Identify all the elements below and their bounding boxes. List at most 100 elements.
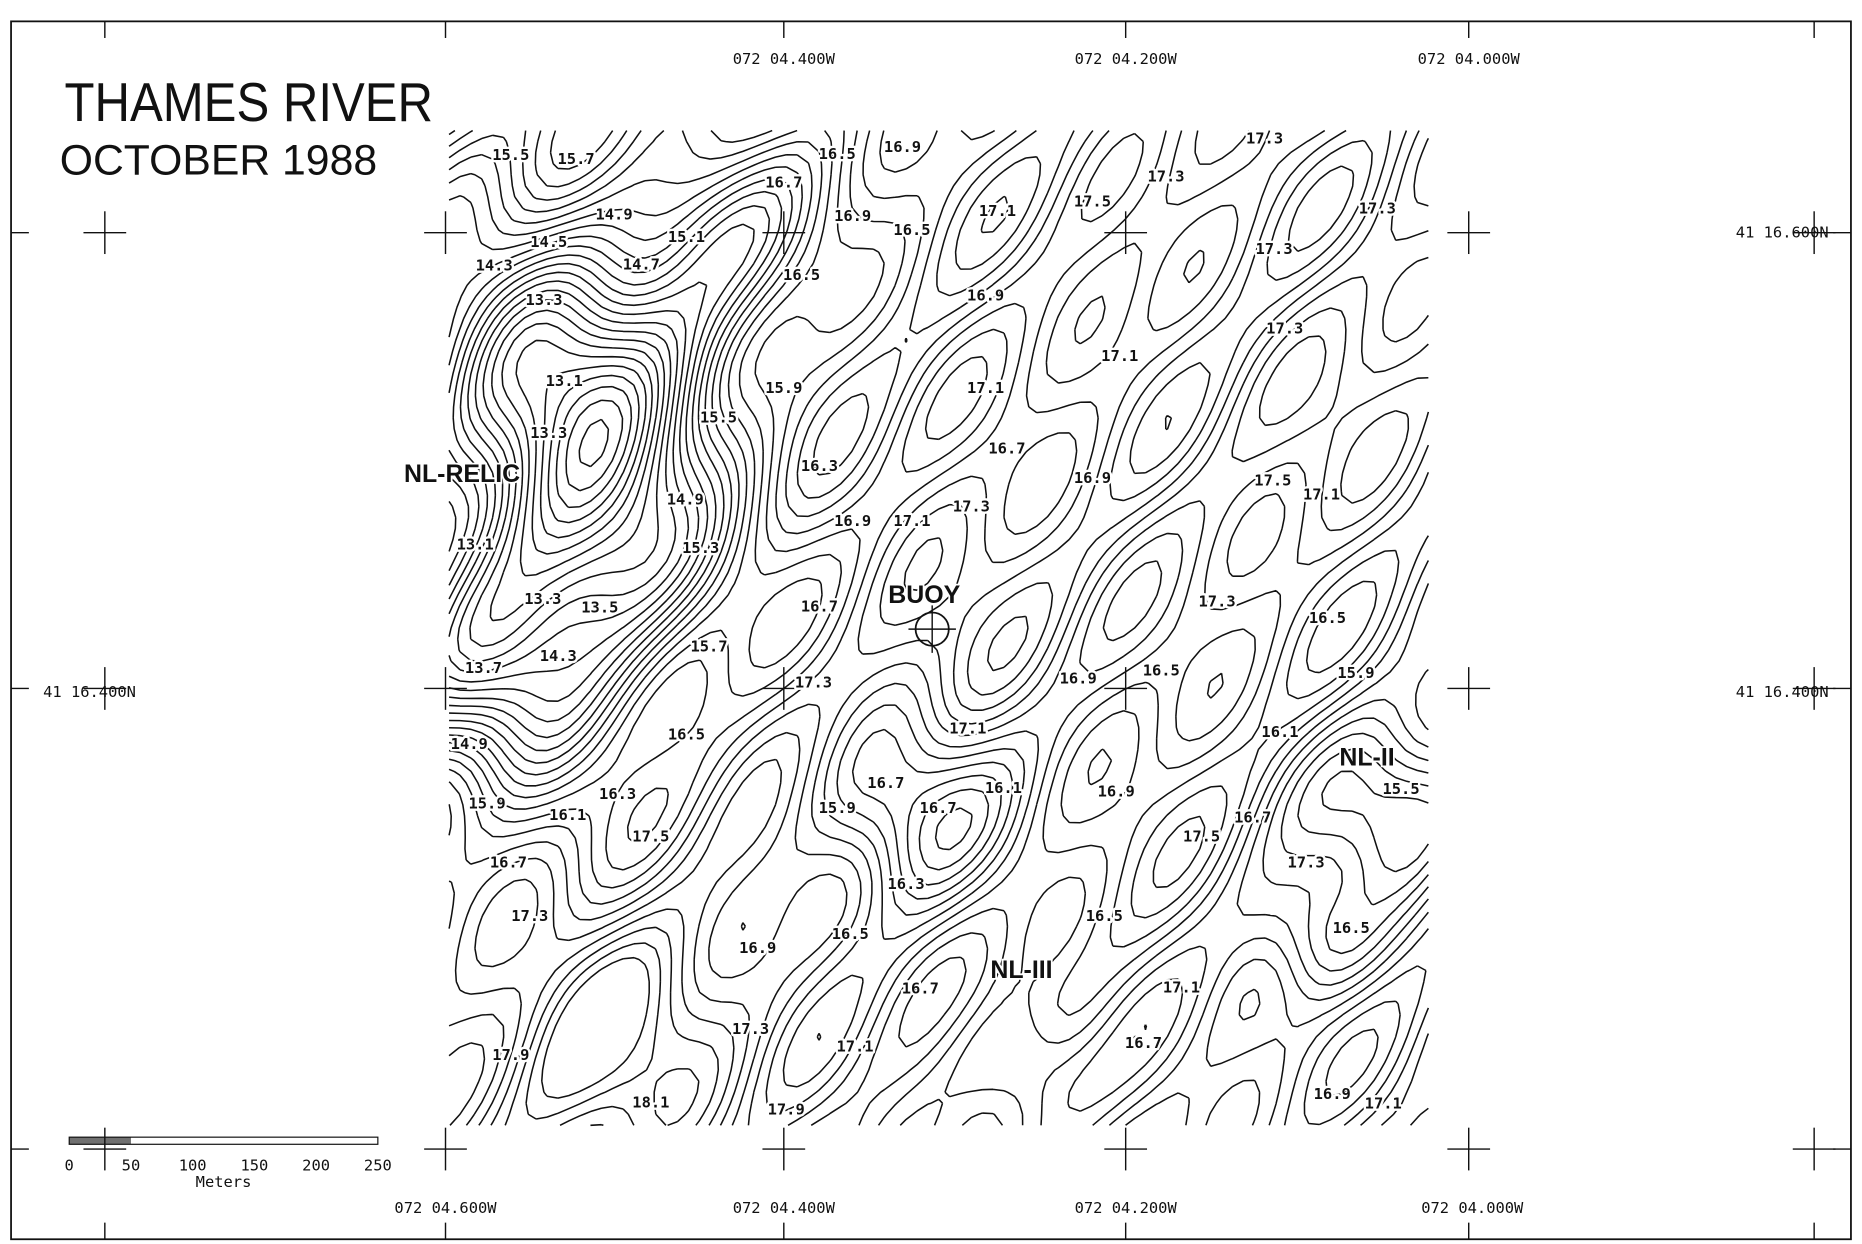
contour-label: 16.7 <box>1234 809 1271 827</box>
contour-label: 17.1 <box>1163 978 1200 996</box>
contour-label: 17.5 <box>632 828 669 846</box>
contour-label: 16.5 <box>819 145 856 163</box>
contour-label: 16.7 <box>902 980 939 998</box>
contour-label: 16.3 <box>801 457 838 475</box>
contour-label: 16.9 <box>739 939 776 957</box>
contour-label: 16.9 <box>967 286 1004 304</box>
contour-label: 16.1 <box>549 806 586 824</box>
contour-label: 16.7 <box>490 854 527 872</box>
scale-tick: 100 <box>179 1156 207 1174</box>
contour-label: 17.3 <box>1147 168 1184 186</box>
contour-label: 17.1 <box>1101 347 1138 365</box>
longitude-label: 072 04.600W <box>394 1199 497 1217</box>
contour-label: 17.3 <box>511 907 548 925</box>
contour-label: 18.1 <box>632 1093 669 1111</box>
contour-label: 17.5 <box>1254 471 1291 489</box>
scale-tick: 150 <box>240 1156 268 1174</box>
contour-label: 16.7 <box>920 799 957 817</box>
contour-label: 17.3 <box>795 673 832 691</box>
longitude-label: 072 04.000W <box>1421 1199 1524 1217</box>
contour-label: 14.5 <box>530 233 567 251</box>
latitude-label: 41 16.400N <box>43 683 136 701</box>
contour-label: 13.1 <box>546 372 583 390</box>
contour-label: 17.1 <box>979 202 1016 220</box>
contour-label: 17.9 <box>768 1101 805 1119</box>
contour-label: 17.1 <box>967 379 1004 397</box>
contour-label: 16.7 <box>801 597 838 615</box>
contour-label: 17.1 <box>1303 486 1340 504</box>
scale-tick: 200 <box>302 1156 330 1174</box>
contour-label: 13.3 <box>530 424 567 442</box>
contour-label: 15.9 <box>468 794 505 812</box>
contour-label: 17.3 <box>1255 240 1292 258</box>
latitude-label: 41 16.600N <box>1736 223 1829 241</box>
contour-label: 15.7 <box>690 638 727 656</box>
contour-label: 16.9 <box>1098 782 1135 800</box>
contour-label: 17.3 <box>1288 854 1325 872</box>
contour-label: 16.9 <box>834 207 871 225</box>
contour-label: 14.9 <box>595 206 632 224</box>
longitude-label: 072 04.400W <box>733 50 836 68</box>
longitude-label: 072 04.200W <box>1075 50 1178 68</box>
contour-label: 16.5 <box>668 726 705 744</box>
contour-label: 15.5 <box>1382 780 1419 798</box>
contour-label: 16.5 <box>1143 661 1180 679</box>
map: THAMES RIVER OCTOBER 1988 072 04.400W 07… <box>0 0 1862 1244</box>
contour-label: 15.5 <box>700 409 737 427</box>
contour-label: 15.9 <box>819 799 856 817</box>
contour-label: 16.9 <box>1314 1085 1351 1103</box>
contour-label: 17.3 <box>1266 320 1303 338</box>
scale-tick: 50 <box>122 1156 141 1174</box>
map-title: THAMES RIVER <box>64 73 433 134</box>
contour-label: 16.3 <box>599 785 636 803</box>
contour-label: 17.3 <box>1359 200 1396 218</box>
contour-label: 16.5 <box>1086 907 1123 925</box>
contour-label: 16.7 <box>765 174 802 192</box>
contour-label: 16.1 <box>1261 723 1298 741</box>
contour-label: 14.3 <box>476 257 513 275</box>
contour-label: 15.9 <box>1337 664 1374 682</box>
place-label: NL-II <box>1339 744 1394 772</box>
contour-label: 16.7 <box>1125 1034 1162 1052</box>
contour-label: 17.5 <box>1183 828 1220 846</box>
contour-label: 17.3 <box>732 1020 769 1038</box>
background <box>0 0 1861 1244</box>
contour-label: 13.1 <box>457 536 494 554</box>
contour-label: 13.3 <box>524 590 561 608</box>
contour-label: 16.9 <box>834 512 871 530</box>
place-label: BUOY <box>888 581 960 609</box>
contour-label: 17.1 <box>949 720 986 738</box>
contour-label: 17.5 <box>1074 193 1111 211</box>
contour-label: 13.7 <box>465 659 502 677</box>
contour-label: 17.1 <box>836 1038 873 1056</box>
contour-label: 14.7 <box>623 255 660 273</box>
place-label: NL-III <box>990 956 1052 984</box>
contour-label: 16.5 <box>832 925 869 943</box>
contour-label: 15.1 <box>668 228 705 246</box>
contour-label: 14.3 <box>540 647 577 665</box>
contour-label: 17.1 <box>893 512 930 530</box>
contour-label: 16.5 <box>1333 919 1370 937</box>
contour-label: 16.7 <box>867 774 904 792</box>
contour-label: 17.9 <box>492 1046 529 1064</box>
contour-label: 17.3 <box>1246 130 1283 148</box>
contour-label: 17.1 <box>1365 1095 1402 1113</box>
latitude-label: 41 16.400N <box>1736 683 1829 701</box>
contour-label: 16.1 <box>985 779 1022 797</box>
contour-label: 15.3 <box>682 539 719 557</box>
contour-label: 14.9 <box>451 735 488 753</box>
contour-label: 16.9 <box>1074 469 1111 487</box>
scale-bar-fill <box>69 1137 131 1144</box>
contour-label: 15.7 <box>558 150 595 168</box>
contour-label: 16.5 <box>893 221 930 239</box>
place-label: NL-RELIC <box>404 460 520 488</box>
contour-label: 17.3 <box>953 498 990 516</box>
contour-label: 16.9 <box>884 138 921 156</box>
contour-label: 16.7 <box>988 439 1025 457</box>
contour-label: 13.5 <box>581 599 618 617</box>
contour-label: 17.3 <box>1199 593 1236 611</box>
longitude-label: 072 04.000W <box>1418 50 1521 68</box>
contour-label: 16.5 <box>783 266 820 284</box>
scale-tick: 250 <box>364 1156 392 1174</box>
contour-label: 16.3 <box>888 875 925 893</box>
